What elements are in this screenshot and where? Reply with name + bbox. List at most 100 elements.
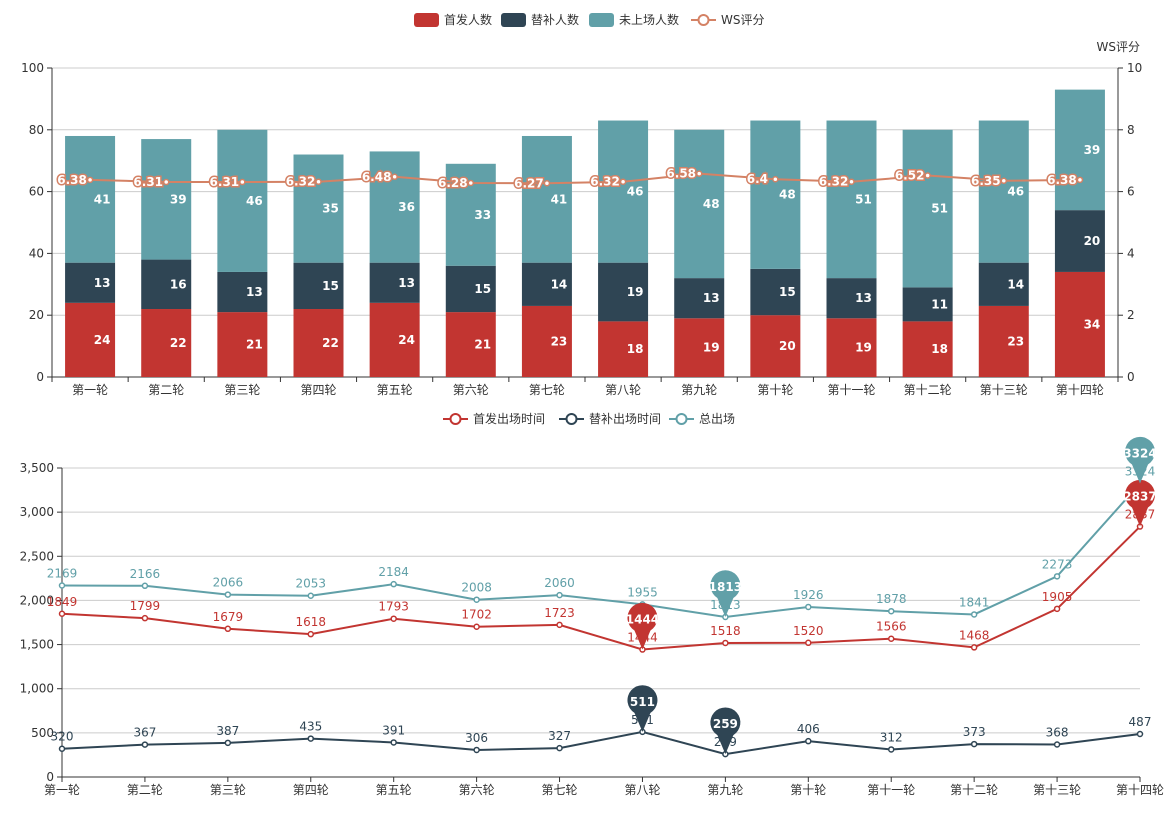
bar-segment xyxy=(445,312,496,377)
data-point xyxy=(473,623,480,630)
ws-point xyxy=(772,175,779,183)
y-right-axis-name: WS评分 xyxy=(1097,40,1140,54)
bar-segment xyxy=(1054,89,1105,211)
stacked-bars: 24 13 41 第一轮 22 16 39 第二轮 21 13 46 第三轮 22 15 35 第四轮 24 13… xyxy=(51,89,1119,397)
data-point xyxy=(970,611,978,618)
line-series: 1849 1799 1679 1618 1793 1702 1723 1444 1518 1520… xyxy=(47,508,1155,653)
legend-swatch-icon xyxy=(589,13,614,27)
bar-segment xyxy=(902,321,953,377)
bar-value-label: 46 xyxy=(246,194,263,208)
x-tick-label: 第八轮 xyxy=(605,383,641,397)
y-right-tick-label: 8 xyxy=(1127,123,1135,137)
ws-point xyxy=(1076,176,1084,184)
point-value-label: 1905 xyxy=(1042,590,1073,604)
bar-value-label: 21 xyxy=(246,338,263,352)
ws-line xyxy=(90,172,1080,185)
bar-segment xyxy=(1054,210,1105,272)
pin-marker-label: 1813 xyxy=(709,580,742,594)
bar-segment xyxy=(750,268,801,316)
y-right-tick-label: 10 xyxy=(1127,61,1142,75)
bar-value-label: 35 xyxy=(322,202,339,216)
series-line xyxy=(61,525,1141,651)
legend-label: 首发出场时间 xyxy=(473,411,545,426)
data-point xyxy=(141,741,149,748)
pin-marker-label: 259 xyxy=(713,717,738,731)
bar-value-label: 15 xyxy=(474,282,491,296)
x-tick-label: 第十一轮 xyxy=(827,383,875,397)
bar-segment xyxy=(826,318,877,377)
series-line xyxy=(61,730,1141,756)
point-value-label: 2066 xyxy=(213,576,244,590)
pin-marker: 1444 xyxy=(626,602,659,650)
legend-circle-icon xyxy=(449,413,462,425)
y-left-tick-label: 100 xyxy=(21,61,44,75)
point-value-label: 1618 xyxy=(295,615,326,629)
bar-value-label: 34 xyxy=(1084,317,1101,331)
data-point xyxy=(722,639,729,647)
bar-value-label: 41 xyxy=(551,192,568,206)
ws-value-label: 6.38 xyxy=(1047,173,1077,187)
point-value-label: 2273 xyxy=(1042,557,1073,571)
pin-marker: 1813 xyxy=(709,570,742,617)
ws-point xyxy=(619,178,627,185)
bar-value-label: 13 xyxy=(94,276,111,290)
data-point xyxy=(390,739,397,746)
point-value-label: 2184 xyxy=(378,565,409,579)
point-value-label: 391 xyxy=(382,723,405,737)
ws-point xyxy=(467,179,475,187)
point-value-label: 1566 xyxy=(876,620,907,634)
ws-point xyxy=(239,178,246,186)
bar-segment xyxy=(369,302,420,377)
bar-segment xyxy=(65,135,116,263)
point-value-label: 2166 xyxy=(130,567,161,581)
bar-segment xyxy=(978,262,1029,306)
bar-segment xyxy=(674,278,725,319)
ws-point xyxy=(695,170,703,177)
bar-value-label: 16 xyxy=(170,277,187,291)
y-tick-label: 500 xyxy=(31,726,54,740)
bar-segment xyxy=(293,262,344,310)
bar-segment xyxy=(293,154,344,263)
x-tick-label: 第七轮 xyxy=(529,383,565,397)
point-value-label: 2169 xyxy=(47,567,78,581)
data-point xyxy=(1053,741,1061,748)
ws-value-label: 6.32 xyxy=(819,175,849,189)
point-value-label: 1878 xyxy=(876,592,907,606)
bar-value-label: 23 xyxy=(1007,334,1024,348)
y-left-tick-label: 0 xyxy=(36,370,44,384)
data-point xyxy=(307,735,315,742)
point-value-label: 387 xyxy=(216,724,239,738)
bar-value-label: 39 xyxy=(170,192,187,206)
ws-point xyxy=(315,178,322,185)
x-tick-label: 第九轮 xyxy=(707,783,743,797)
bar-value-label: 20 xyxy=(1084,234,1101,248)
y-left-tick-label: 20 xyxy=(29,308,44,322)
bar-value-label: 24 xyxy=(94,333,111,347)
bar-value-label: 21 xyxy=(474,338,491,352)
data-point xyxy=(473,746,480,754)
bar-segment xyxy=(598,321,649,377)
bar-value-label: 19 xyxy=(703,341,720,355)
x-tick-label: 第十四轮 xyxy=(1056,383,1104,397)
point-value-label: 1926 xyxy=(793,588,824,602)
bar-value-label: 14 xyxy=(1007,277,1024,291)
point-value-label: 2060 xyxy=(544,576,575,590)
bar-segment xyxy=(521,305,572,377)
bar-value-label: 11 xyxy=(931,297,948,311)
point-value-label: 1468 xyxy=(959,628,990,642)
x-tick-label: 第三轮 xyxy=(210,783,246,797)
bar-value-label: 13 xyxy=(703,291,720,305)
x-tick-label: 第十四轮 xyxy=(1116,783,1164,797)
bar-segment xyxy=(598,120,649,263)
ws-point xyxy=(543,180,551,187)
pin-marker-label: 1444 xyxy=(626,613,659,627)
bar-value-label: 22 xyxy=(170,336,187,350)
data-point xyxy=(224,625,232,633)
bar-value-label: 13 xyxy=(398,276,415,290)
point-value-label: 1520 xyxy=(793,624,824,638)
series-line xyxy=(61,482,1141,618)
point-value-label: 1793 xyxy=(378,600,409,614)
point-value-label: 2008 xyxy=(461,581,492,595)
pin-marker: 3324 xyxy=(1123,436,1157,484)
